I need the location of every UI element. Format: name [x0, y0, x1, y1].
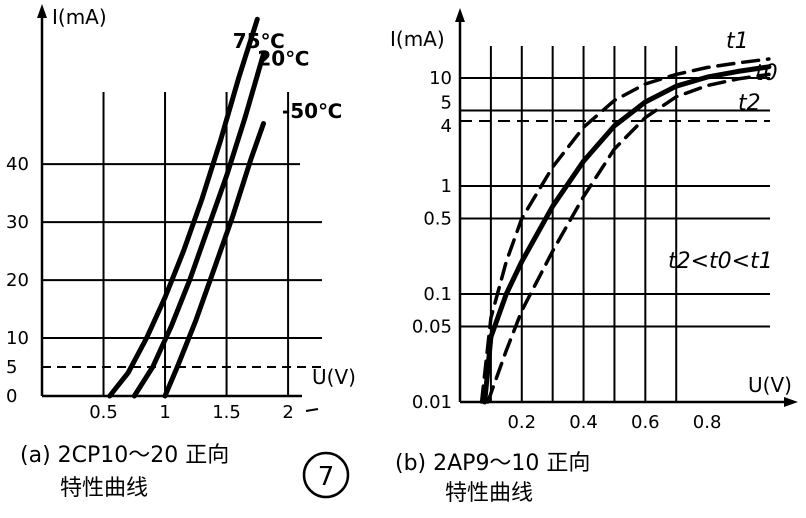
series-line-2: [486, 72, 771, 404]
annotation: t2<t0<t1: [668, 249, 773, 274]
caption-a-line1: (a) 2CP10～20 正向: [20, 443, 229, 468]
x-tick-label-2: 0.6: [631, 412, 660, 433]
y-tick-label-4: 1: [441, 176, 452, 197]
x-axis-mark: [305, 408, 319, 412]
y-axis-arrow: [37, 4, 47, 18]
series-line-1: [131, 51, 266, 399]
y-tick-label-6: 5: [441, 93, 452, 114]
y-tick-label-1: 5: [6, 357, 17, 378]
x-tick-label-2: 1.5: [212, 402, 241, 423]
series-line-0: [479, 57, 771, 404]
chart-b: 0.2 0.4 0.6 0.8 0.01 0.05 0.1 0.5 1 45 10 I(mA) U(V)…: [390, 8, 798, 433]
series-line-0: [107, 16, 260, 399]
series-line-2: [162, 121, 266, 399]
caption-b-line1: (b) 2AP9～10 正向: [395, 451, 590, 476]
series-label-0: t1: [726, 29, 749, 54]
x-axis-label: U(V): [312, 365, 356, 389]
x-tick-label-1: 0.4: [569, 412, 598, 433]
y-axis-arrow: [455, 8, 465, 22]
y-tick-label-0: 0: [6, 386, 17, 407]
y-tick-label-3: 20: [6, 270, 29, 291]
x-tick-label-0: 0.5: [89, 402, 118, 423]
caption-a-line2: 特性曲线: [60, 476, 148, 501]
figure-number-circle: [302, 451, 350, 499]
series-label-2: t2: [738, 91, 761, 116]
figure-number: 7: [318, 462, 335, 492]
y-tick-label-7: 10: [429, 68, 452, 89]
y-tick-label-4: 30: [6, 212, 29, 233]
y-tick-label-2: 0.1: [423, 284, 452, 305]
series-label-1: 20℃: [257, 47, 309, 71]
y-tick-label-5: 40: [6, 154, 29, 175]
x-tick-label-1: 1: [159, 402, 170, 423]
caption-b-line2: 特性曲线: [445, 481, 533, 506]
x-tick-label-3: 0.8: [693, 412, 722, 433]
y-axis-label: I(mA): [52, 5, 107, 29]
y-axis-label: I(mA): [390, 27, 445, 51]
x-axis-arrow: [784, 397, 798, 407]
series-line-1: [482, 64, 772, 405]
y-tick-label-0: 0.01: [412, 392, 452, 413]
y-tick-label-3: 0.5: [423, 209, 452, 230]
x-tick-label-0: 0.2: [507, 412, 536, 433]
y-tick-label-1: 0.05: [412, 317, 452, 338]
x-tick-label-3: 2: [282, 402, 293, 423]
y-tick-label-5: 4: [441, 116, 452, 137]
series-label-0: 75℃: [233, 29, 285, 53]
series-label-2: -50℃: [282, 99, 342, 123]
y-tick-label-2: 10: [6, 328, 29, 349]
x-axis-label: U(V): [748, 373, 792, 397]
